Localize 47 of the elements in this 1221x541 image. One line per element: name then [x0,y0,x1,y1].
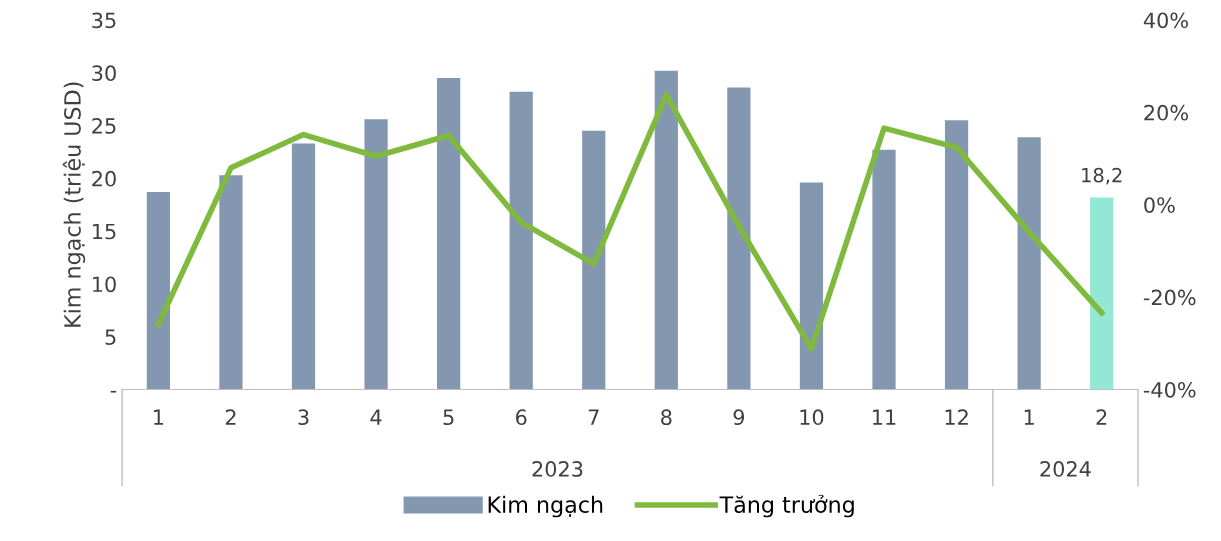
bar [291,143,316,390]
y2-tick-label: 20% [1144,104,1188,121]
bar [219,175,243,390]
x-tick-label: 2 [1096,409,1107,425]
y-tick-label: 10 [93,276,116,293]
bar [944,120,969,390]
x-tick-label: 5 [443,409,454,426]
x-tick-label: 11 [873,409,896,425]
x-tick-label: 7 [588,409,599,425]
bar [872,149,896,390]
y-tick-label: 30 [92,65,116,82]
y2-tick-label: 0% [1144,197,1175,213]
bar [799,182,824,390]
bar [364,119,388,390]
bar [1090,197,1114,390]
x-tick-label: 9 [733,409,745,426]
y-tick-label: 35 [92,12,116,29]
x-tick-label: 8 [661,409,672,426]
bar [727,87,751,390]
bar [146,192,170,390]
y2-tick-label: -40% [1143,381,1196,398]
y-tick-label: 15 [93,223,116,240]
y-tick-label: 20 [92,170,116,187]
bar [437,78,461,390]
data-label: 18,2 [1082,167,1122,185]
bar [654,70,678,390]
x-tick-label: 1 [1024,409,1034,425]
text: 2024 [1040,461,1091,477]
y2-tick-label: -20% [1143,289,1196,306]
y2-tick-label: 40% [1143,12,1188,29]
y-tick-label: 5 [105,329,116,345]
x-tick-label: 10 [800,409,824,426]
bar [1017,137,1041,390]
y-axis-title: Kim ngạch (triệu USD) [62,82,86,327]
x-tick-label: 6 [516,409,527,426]
y-tick-label: 25 [92,118,116,134]
legend-label: Tăng trưởng [719,494,854,518]
text: 2023 [532,461,583,477]
x-tick-label: 3 [298,409,309,426]
bar [582,130,606,390]
x-tick-label: 4 [370,409,382,425]
x-tick-label: 2 [225,409,236,425]
bar [509,91,533,390]
x-tick-label: 1 [154,409,164,425]
y-tick-label: - [110,390,117,393]
legend-label: Kim ngạch [488,495,603,518]
x-tick-label: 12 [945,409,968,425]
